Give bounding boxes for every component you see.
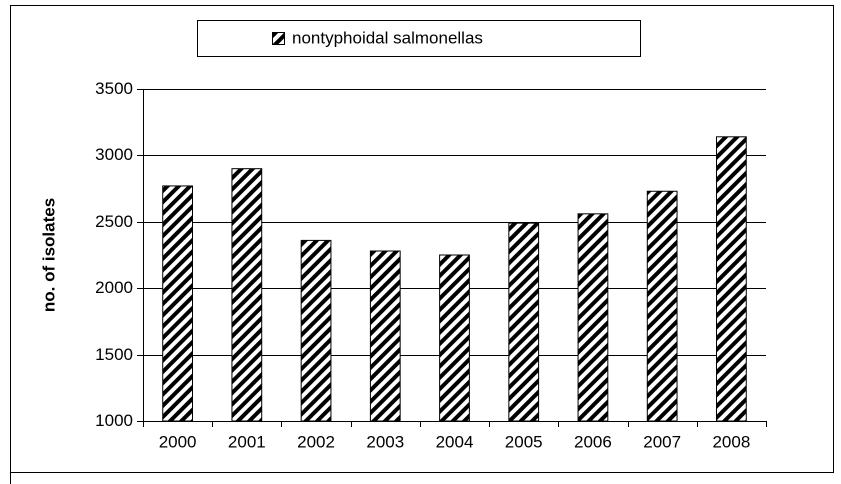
x-tick-label: 2002 [297,432,335,451]
y-tick-label: 2000 [95,278,133,297]
y-tick-label: 3500 [95,79,133,98]
legend-label: nontyphoidal salmonellas [292,28,483,47]
legend-box [197,20,641,57]
x-tick-label: 2008 [712,432,750,451]
bar [577,213,609,422]
bar [162,185,193,422]
bar [716,136,747,422]
x-tick-label: 2003 [366,432,404,451]
bar [300,239,332,422]
x-tick-label: 2005 [505,432,543,451]
x-tick-label: 2006 [574,432,612,451]
x-tick-label: 2000 [159,432,197,451]
y-tick-label: 2500 [95,212,133,231]
legend-swatch [272,32,285,45]
x-tick-label: 2004 [436,432,474,451]
bar [231,168,263,422]
x-tick-label: 2001 [228,432,266,451]
bar [508,222,540,422]
bar [646,190,678,422]
bar [369,250,401,422]
y-axis-title: no. of isolates [39,198,58,312]
chart-frame [10,5,834,473]
bar [439,254,470,422]
y-tick-label: 1000 [95,411,133,430]
y-tick-label: 1500 [95,345,133,364]
x-tick-label: 2007 [643,432,681,451]
y-tick-label: 3000 [95,145,133,164]
